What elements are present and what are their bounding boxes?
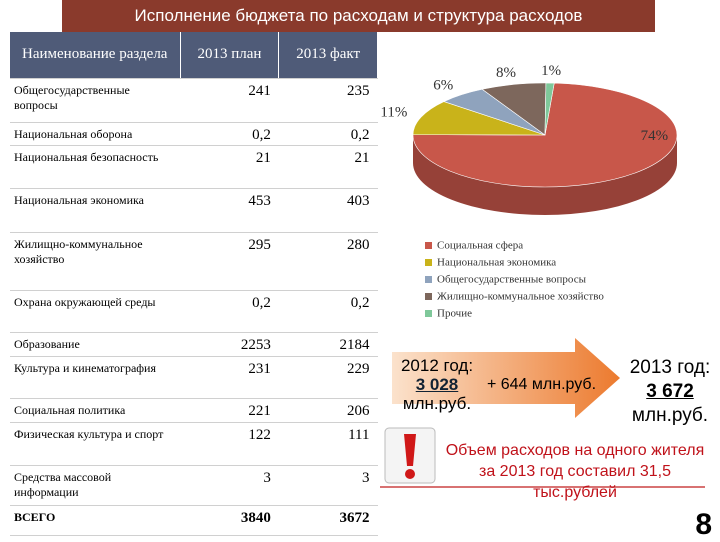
name-cell: Национальная оборона bbox=[10, 122, 180, 146]
name-cell: Культура и кинематография bbox=[10, 356, 180, 399]
name-cell: Национальная безопасность bbox=[10, 145, 180, 189]
value-cell: 0,2 bbox=[278, 290, 378, 333]
legend-swatch bbox=[425, 293, 432, 300]
table-row: Национальная безопасность 21 21 bbox=[10, 145, 378, 189]
legend-swatch bbox=[425, 259, 432, 266]
table-row: ВСЕГО 3840 3672 bbox=[10, 505, 378, 536]
label: 2012 год: bbox=[400, 356, 474, 375]
value-cell: 295 bbox=[180, 232, 279, 291]
table-row: Общегосударственные вопросы 241 235 bbox=[10, 78, 378, 123]
name-cell: Охрана окружающей среды bbox=[10, 290, 180, 333]
warning-icon bbox=[405, 469, 415, 479]
value: 3 028 bbox=[415, 375, 459, 394]
value-cell: 229 bbox=[278, 356, 378, 399]
value-cell: 111 bbox=[278, 422, 378, 466]
pie-label: 11% bbox=[380, 105, 407, 121]
table-row: Национальная экономика 453 403 bbox=[10, 188, 378, 233]
pie-label: 74% bbox=[641, 128, 669, 144]
name-cell: Средства массовой информации bbox=[10, 465, 180, 506]
table-row: Социальная политика 221 206 bbox=[10, 398, 378, 423]
value-cell: 3672 bbox=[278, 505, 378, 536]
value-cell: 0,2 bbox=[278, 122, 378, 146]
value-cell: 241 bbox=[180, 78, 279, 123]
value-cell: 21 bbox=[180, 145, 279, 189]
value-cell: 280 bbox=[278, 232, 378, 291]
legend-label: Прочие bbox=[437, 308, 472, 320]
value-cell: 0,2 bbox=[180, 122, 279, 146]
name-cell: Национальная экономика bbox=[10, 188, 180, 233]
value-cell: 221 bbox=[180, 398, 279, 423]
value: 3 672 bbox=[646, 381, 694, 402]
value-cell: 235 bbox=[278, 78, 378, 123]
value-cell: 2253 bbox=[180, 332, 279, 357]
table-row: Жилищно-коммунальное хозяйство 295 280 bbox=[10, 232, 378, 291]
pie-label: 6% bbox=[433, 77, 453, 93]
value-cell: 3 bbox=[180, 465, 279, 506]
pie-slice bbox=[412, 101, 546, 136]
delta: + 644 млн.руб. bbox=[486, 376, 597, 393]
value-cell: 21 bbox=[278, 145, 378, 189]
legend-label: Общегосударственные вопросы bbox=[437, 274, 587, 286]
page-number: 8 bbox=[695, 508, 712, 541]
legend-swatch bbox=[425, 242, 432, 249]
name-cell: Социальная политика bbox=[10, 398, 180, 423]
value-cell: 0,2 bbox=[180, 290, 279, 333]
note: Объем расходов на одного жителя за 2013 … bbox=[445, 442, 705, 501]
value-cell: 3840 bbox=[180, 505, 279, 536]
value-cell: 403 bbox=[278, 188, 378, 233]
warning-icon bbox=[404, 434, 416, 466]
table-row: Охрана окружающей среды 0,2 0,2 bbox=[10, 290, 378, 333]
unit: млн.руб. bbox=[402, 394, 472, 413]
table-row: Национальная оборона 0,2 0,2 bbox=[10, 122, 378, 146]
header-row: Наименование раздела 2013 план 2013 факт bbox=[10, 32, 378, 79]
arrow bbox=[392, 338, 620, 418]
value-cell: 2184 bbox=[278, 332, 378, 357]
year-2012: 2012 год: 3 028 млн.руб. bbox=[392, 356, 482, 413]
value-cell: 3 bbox=[278, 465, 378, 506]
table-row: Культура и кинематография 231 229 bbox=[10, 356, 378, 399]
pie-label: 8% bbox=[496, 65, 516, 81]
budget-table: Наименование раздела 2013 план 2013 факт Об… bbox=[10, 32, 378, 536]
column-header: 2013 факт bbox=[278, 32, 378, 79]
name-cell: ВСЕГО bbox=[10, 505, 180, 536]
legend-swatch bbox=[425, 310, 432, 317]
year-2013: 2013 год: 3 672 млн.руб. bbox=[620, 356, 720, 428]
value-cell: 231 bbox=[180, 356, 279, 399]
name-cell: Образование bbox=[10, 332, 180, 357]
pie-slice bbox=[544, 82, 555, 136]
name-cell: Общегосударственные вопросы bbox=[10, 78, 180, 123]
slide-title: Исполнение бюджета по расходам и структу… bbox=[62, 0, 655, 32]
pie-label: 1% bbox=[541, 63, 561, 79]
pie-side bbox=[413, 135, 677, 215]
name-cell: Жилищно-коммунальное хозяйство bbox=[10, 232, 180, 291]
table-row: Средства массовой информации 3 3 bbox=[10, 465, 378, 506]
legend-label: Национальная экономика bbox=[437, 257, 556, 269]
name-cell: Физическая культура и спорт bbox=[10, 422, 180, 466]
unit: млн.руб. bbox=[631, 405, 709, 426]
value-cell: 453 bbox=[180, 188, 279, 233]
table-row: Образование 2253 2184 bbox=[10, 332, 378, 357]
label: 2013 год: bbox=[629, 357, 711, 378]
value-cell: 206 bbox=[278, 398, 378, 423]
value-cell: 122 bbox=[180, 422, 279, 466]
column-header: 2013 план bbox=[180, 32, 280, 79]
legend-label: Социальная сфера bbox=[437, 240, 523, 252]
legend-swatch bbox=[425, 276, 432, 283]
table-row: Физическая культура и спорт 122 111 bbox=[10, 422, 378, 466]
column-header: Наименование раздела bbox=[10, 32, 181, 79]
legend-label: Жилищно-коммунальное хозяйство bbox=[437, 291, 604, 303]
pie-chart: 74% 11% 6% 8% 1% Социальная сфера Национальная… bbox=[380, 63, 678, 320]
